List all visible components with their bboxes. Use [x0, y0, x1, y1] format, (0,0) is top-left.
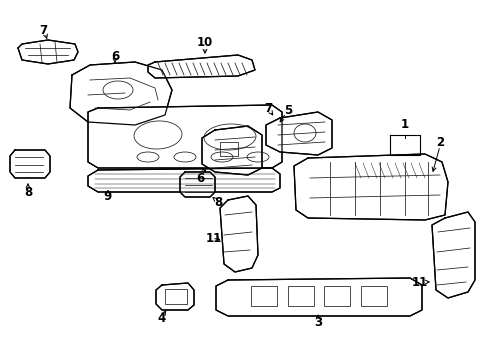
Text: 5: 5 [284, 104, 291, 117]
Bar [324, 286, 349, 306]
Text: 10: 10 [197, 36, 213, 49]
Text: 2: 2 [435, 135, 443, 148]
Text: 8: 8 [24, 185, 32, 198]
Bar [250, 286, 276, 306]
Polygon shape [148, 55, 254, 78]
Polygon shape [180, 172, 215, 197]
Polygon shape [10, 150, 50, 178]
Polygon shape [70, 62, 172, 125]
Polygon shape [156, 283, 194, 310]
Polygon shape [265, 112, 331, 155]
Text: 4: 4 [158, 311, 166, 324]
Text: 6: 6 [196, 171, 203, 184]
Text: 6: 6 [111, 49, 119, 63]
Polygon shape [216, 278, 421, 316]
Bar [220, 142, 238, 156]
Bar [360, 286, 386, 306]
Polygon shape [202, 126, 262, 175]
Text: 1: 1 [400, 118, 408, 131]
Polygon shape [88, 168, 280, 192]
Bar [164, 289, 186, 304]
Polygon shape [293, 154, 447, 220]
Text: 3: 3 [313, 315, 322, 328]
Polygon shape [18, 40, 78, 64]
Polygon shape [88, 105, 282, 168]
Bar [287, 286, 313, 306]
Text: 11: 11 [205, 231, 222, 244]
Text: 7: 7 [39, 23, 47, 36]
Polygon shape [220, 196, 258, 272]
Text: 11: 11 [411, 275, 427, 288]
Text: 8: 8 [213, 195, 222, 208]
Text: 7: 7 [264, 102, 271, 114]
Polygon shape [431, 212, 474, 298]
Text: 9: 9 [103, 190, 112, 203]
